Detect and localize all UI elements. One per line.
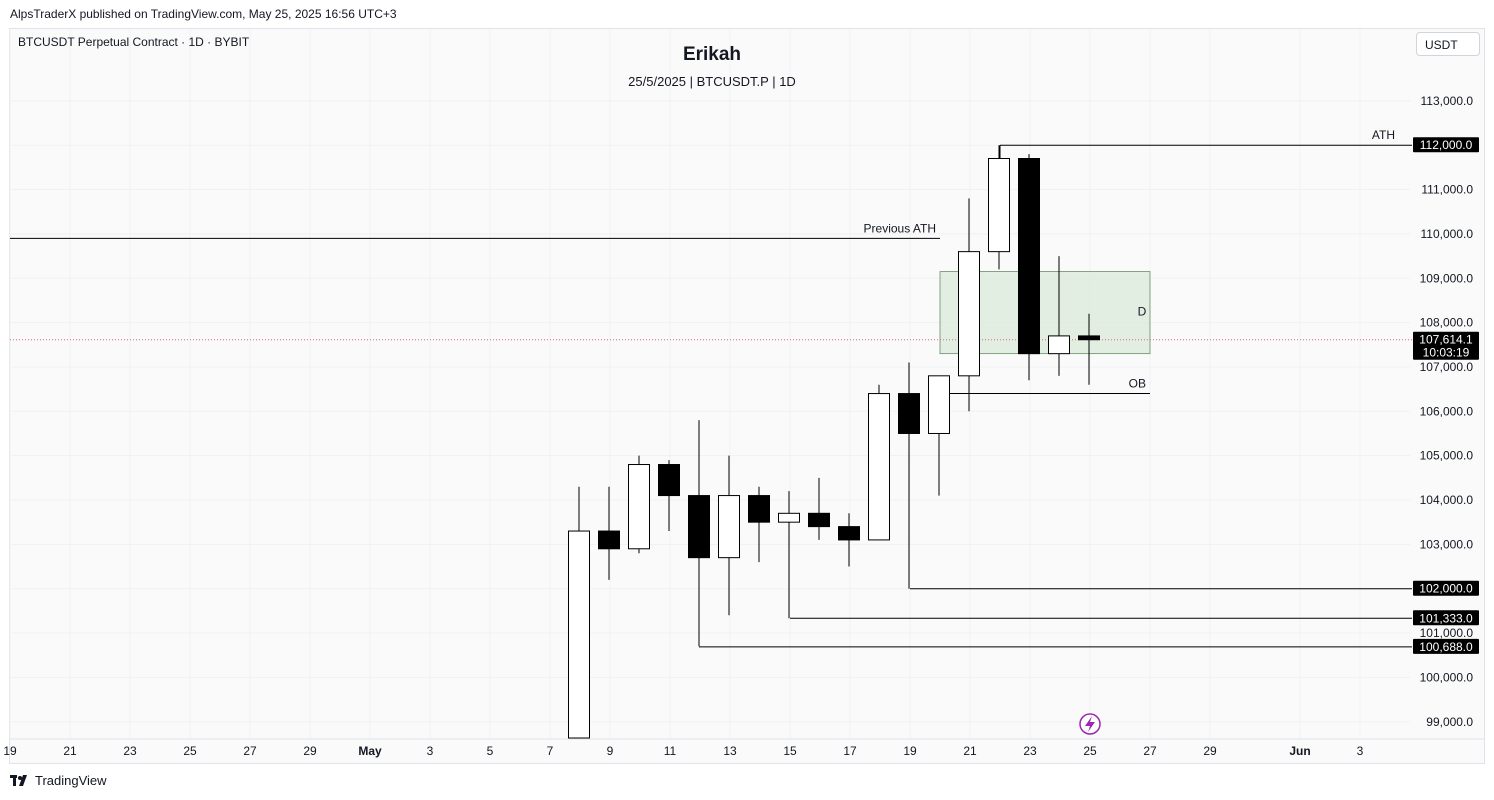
x-tick-label: 29: [1203, 744, 1217, 758]
x-tick-label: 17: [843, 744, 857, 758]
x-tick-label: 21: [63, 744, 77, 758]
currency-selector[interactable]: USDT: [1416, 32, 1480, 56]
x-tick-label: Jun: [1289, 744, 1310, 758]
icon-layer: [1079, 713, 1101, 735]
price-tag-bg: [1413, 610, 1479, 626]
x-tick-label: 19: [3, 744, 17, 758]
candle-body[interactable]: [1048, 335, 1070, 355]
candle-body[interactable]: [868, 393, 890, 541]
grid-lines: [9, 29, 1410, 738]
candle-body[interactable]: [1078, 335, 1100, 341]
x-tick-label: 23: [123, 744, 137, 758]
price-tag-text: 107,614.1: [1419, 333, 1473, 347]
candle-body[interactable]: [748, 495, 770, 523]
y-tick-label: 113,000.0: [1421, 94, 1474, 108]
price-tag-text: 100,688.0: [1419, 640, 1473, 654]
candle-body[interactable]: [988, 158, 1010, 253]
y-tick-label: 110,000.0: [1421, 227, 1474, 241]
x-tick-label: 27: [243, 744, 257, 758]
candle-body[interactable]: [658, 464, 680, 497]
y-tick-label: 108,000.0: [1420, 316, 1474, 330]
y-tick-label: 109,000.0: [1420, 271, 1474, 285]
candle-body[interactable]: [718, 495, 740, 559]
level-lines: ATH Previous ATH OB: [10, 128, 1412, 648]
y-tick-label: 101,000.0: [1420, 626, 1474, 640]
zone-layer: D: [10, 271, 1412, 355]
candle-body[interactable]: [898, 393, 920, 434]
x-tick-label: May: [358, 744, 382, 758]
x-tick-label: 21: [963, 744, 977, 758]
chart-pane[interactable]: [9, 28, 1485, 764]
price-tag-bg: [1413, 638, 1479, 654]
price-labels: 112,000.0 102,000.0 101,333.0 100,688.0 107,…: [1413, 137, 1479, 654]
x-tick-label: 27: [1143, 744, 1157, 758]
x-tick-label: 23: [1023, 744, 1037, 758]
y-tick-label: 103,000.0: [1420, 537, 1474, 551]
y-tick-label: 105,000.0: [1420, 449, 1474, 463]
candles: [568, 145, 1100, 739]
price-tag: 112,000.0: [1413, 137, 1479, 153]
footer-brand[interactable]: TradingView: [10, 773, 107, 788]
level-label: OB: [1129, 377, 1146, 391]
candle-body[interactable]: [958, 251, 980, 377]
price-tag-bg: [1413, 580, 1479, 596]
x-tick-label: 19: [903, 744, 917, 758]
x-tick-label: 7: [547, 744, 554, 758]
level-label: ATH: [1372, 128, 1395, 142]
price-tag-bg: [1413, 137, 1479, 153]
price-tag-text: 102,000.0: [1419, 582, 1473, 596]
x-tick-label: 25: [1083, 744, 1097, 758]
y-tick-label: 104,000.0: [1420, 493, 1474, 507]
lightning-icon-bolt: [1085, 716, 1095, 732]
price-tag: 101,333.0: [1413, 610, 1479, 626]
level-label: Previous ATH: [864, 221, 936, 235]
price-axis[interactable]: 99,000.0 100,000.0 101,000.0 103,000.0 104,0…: [1420, 94, 1474, 729]
x-tick-label: 25: [183, 744, 197, 758]
x-tick-label: 3: [427, 744, 434, 758]
chart-title: Erikah: [682, 44, 742, 65]
y-tick-label: 106,000.0: [1420, 404, 1474, 418]
symbol-legend[interactable]: BTCUSDT Perpetual Contract · 1D · BYBIT: [18, 35, 250, 49]
candle-body[interactable]: [568, 530, 590, 739]
x-tick-label: 29: [303, 744, 317, 758]
footer-brand-text: TradingView: [35, 773, 107, 788]
candle-body[interactable]: [778, 512, 800, 523]
price-tag-text: 101,333.0: [1419, 611, 1473, 625]
candle-body[interactable]: [598, 530, 620, 550]
price-tag: 102,000.0: [1413, 580, 1479, 596]
x-tick-label: 11: [664, 744, 677, 758]
price-tag-text: 112,000.0: [1420, 138, 1473, 152]
price-tag: 107,614.110:03:19: [1413, 331, 1479, 360]
x-tick-label: 5: [487, 744, 494, 758]
x-tick-label: 9: [607, 744, 614, 758]
price-tag: 100,688.0: [1413, 638, 1479, 654]
y-tick-label: 100,000.0: [1420, 670, 1474, 684]
y-tick-label: 111,000.0: [1421, 183, 1473, 197]
price-tag-bg: [1413, 331, 1479, 360]
x-tick-label: 13: [723, 744, 737, 758]
x-tick-label: 15: [783, 744, 797, 758]
candle-body[interactable]: [688, 495, 710, 559]
countdown-text: 10:03:19: [1423, 346, 1470, 360]
candle-body[interactable]: [628, 464, 650, 550]
lightning-icon[interactable]: [1079, 713, 1101, 735]
tradingview-logo-icon: [10, 774, 27, 786]
x-tick-label: 3: [1357, 744, 1364, 758]
y-tick-label: 107,000.0: [1420, 360, 1474, 374]
time-axis[interactable]: 19 21 23 25 27 29 May 3 5 7 9 11 13 15 17 19 21 23 25 27 29 J…: [3, 738, 1484, 758]
candle-body[interactable]: [808, 512, 830, 528]
y-tick-label: 99,000.0: [1426, 715, 1473, 729]
chart-subtitle: 25/5/2025 | BTCUSDT.P | 1D: [628, 74, 796, 89]
candle-body[interactable]: [928, 375, 950, 434]
publish-info: AlpsTraderX published on TradingView.com…: [10, 7, 397, 21]
candle-body[interactable]: [1018, 158, 1040, 355]
candle-body[interactable]: [838, 526, 860, 541]
zone-label: D: [1138, 305, 1147, 319]
